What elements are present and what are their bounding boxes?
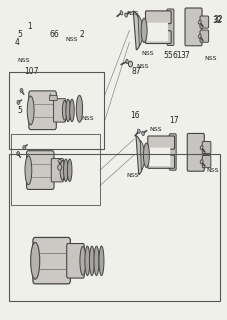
FancyBboxPatch shape (149, 148, 170, 166)
Text: NSS: NSS (126, 11, 138, 16)
Ellipse shape (143, 143, 149, 167)
Polygon shape (140, 140, 145, 170)
Text: NSS: NSS (150, 127, 162, 132)
Text: 66: 66 (50, 30, 60, 39)
Circle shape (20, 89, 23, 92)
Ellipse shape (25, 156, 32, 185)
Text: 1: 1 (27, 22, 32, 31)
Ellipse shape (200, 160, 203, 164)
FancyBboxPatch shape (51, 158, 63, 182)
Ellipse shape (27, 96, 34, 125)
Text: 5: 5 (17, 106, 22, 115)
Ellipse shape (126, 59, 128, 64)
Text: NSS: NSS (82, 116, 94, 121)
Ellipse shape (64, 159, 68, 181)
Text: 5: 5 (17, 30, 22, 39)
Text: 17: 17 (169, 116, 179, 125)
FancyBboxPatch shape (200, 16, 209, 28)
FancyBboxPatch shape (148, 136, 175, 149)
FancyBboxPatch shape (167, 9, 174, 45)
Ellipse shape (76, 95, 83, 122)
Ellipse shape (58, 159, 61, 163)
Text: NSS: NSS (204, 56, 217, 61)
FancyBboxPatch shape (146, 31, 171, 44)
Circle shape (17, 152, 20, 156)
FancyBboxPatch shape (146, 11, 171, 24)
Text: 61: 61 (173, 51, 182, 60)
Text: NSS: NSS (17, 58, 30, 63)
Ellipse shape (125, 13, 127, 17)
FancyBboxPatch shape (49, 95, 57, 100)
Polygon shape (133, 11, 141, 50)
FancyBboxPatch shape (202, 141, 211, 154)
FancyBboxPatch shape (27, 151, 54, 189)
FancyBboxPatch shape (54, 99, 66, 122)
Text: 32: 32 (213, 15, 222, 24)
Text: NSS: NSS (66, 37, 78, 42)
Ellipse shape (85, 246, 90, 276)
Circle shape (17, 100, 20, 104)
Ellipse shape (70, 99, 74, 122)
FancyBboxPatch shape (148, 155, 175, 168)
Ellipse shape (120, 11, 123, 15)
FancyBboxPatch shape (169, 134, 176, 170)
Ellipse shape (99, 246, 104, 276)
FancyBboxPatch shape (33, 237, 70, 284)
Ellipse shape (198, 34, 201, 38)
Text: 87: 87 (132, 67, 141, 76)
Text: 2: 2 (79, 30, 84, 39)
Ellipse shape (66, 99, 70, 122)
Ellipse shape (94, 246, 99, 276)
Polygon shape (136, 136, 143, 175)
FancyBboxPatch shape (202, 156, 211, 168)
Text: 55: 55 (163, 51, 173, 60)
Text: NSS: NSS (207, 168, 219, 173)
Ellipse shape (138, 129, 140, 133)
Text: 107: 107 (24, 67, 38, 76)
Text: NSS: NSS (59, 106, 72, 111)
Ellipse shape (60, 160, 65, 180)
Text: NSS: NSS (142, 51, 154, 56)
Text: 37: 37 (180, 51, 190, 60)
Ellipse shape (89, 246, 94, 276)
Ellipse shape (67, 159, 72, 181)
FancyBboxPatch shape (67, 244, 84, 278)
Ellipse shape (200, 146, 203, 149)
FancyBboxPatch shape (29, 91, 56, 130)
Text: NSS: NSS (136, 64, 149, 69)
Ellipse shape (80, 246, 86, 275)
Ellipse shape (62, 100, 67, 120)
FancyBboxPatch shape (200, 30, 209, 42)
Circle shape (128, 61, 133, 67)
FancyBboxPatch shape (185, 8, 202, 46)
Ellipse shape (198, 20, 201, 24)
Ellipse shape (31, 243, 40, 279)
Circle shape (58, 164, 62, 170)
Ellipse shape (142, 131, 144, 136)
Circle shape (23, 146, 26, 149)
FancyBboxPatch shape (147, 23, 168, 41)
Text: 4: 4 (15, 38, 20, 47)
Text: NSS: NSS (126, 173, 138, 178)
Ellipse shape (141, 18, 147, 43)
Text: 32: 32 (212, 16, 222, 25)
Polygon shape (138, 15, 143, 46)
Text: 16: 16 (131, 111, 140, 120)
FancyBboxPatch shape (187, 133, 204, 171)
